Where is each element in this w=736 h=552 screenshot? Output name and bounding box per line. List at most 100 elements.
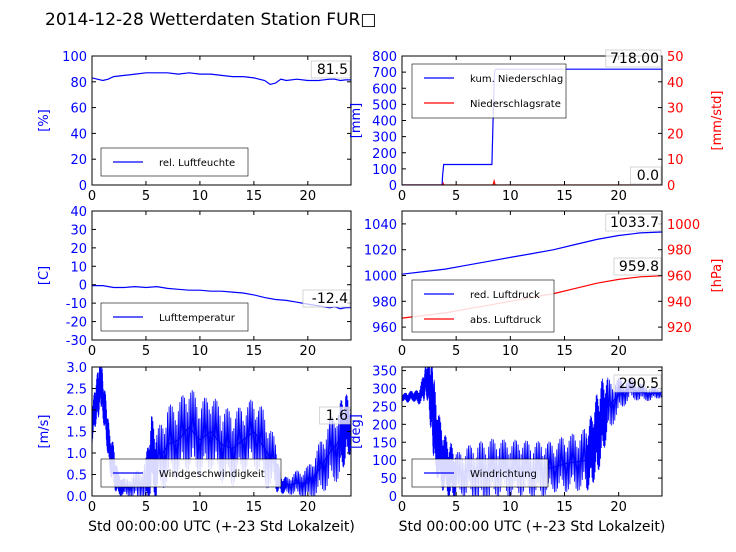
legend-entry: Windrichtung: [470, 469, 537, 480]
y-tick-label: 250: [372, 400, 397, 415]
y2-axis-label: [hPa]: [710, 259, 725, 293]
x-tick-label: 0: [88, 344, 96, 359]
y2-tick-label: 50: [667, 50, 684, 65]
legend-entry: Niederschlagsrate: [470, 99, 561, 110]
legend-entry: Lufttemperatur: [159, 313, 236, 324]
y2-tick-label: 40: [667, 76, 684, 91]
x-tick-label: 5: [142, 189, 150, 204]
x-tick-label: 0: [398, 189, 406, 204]
y-tick-label: 1020: [364, 244, 397, 259]
y-tick-label: 3.0: [66, 361, 87, 376]
chart-pressure: 0 5 10 15 20 960 980 1000 1020 1040 920 940 960 980 10…: [364, 210, 725, 359]
x-tick-label: 10: [502, 344, 519, 359]
y-tick-label: 300: [372, 131, 397, 146]
x-tick-label: 0: [88, 500, 96, 515]
y-tick-label: 40: [70, 127, 87, 142]
value-label-box: [613, 374, 662, 393]
y-axis-label: [%]: [37, 109, 52, 132]
y-tick-label: 20: [70, 242, 87, 257]
y2-tick-label: 940: [667, 295, 692, 310]
legend-entry: Windgeschwindigkeit: [159, 469, 265, 480]
y2-tick-label: 960: [667, 270, 692, 285]
y-tick-label: 40: [70, 205, 87, 220]
current-value-label: 959.8: [619, 259, 659, 275]
y-tick-label: 20: [70, 153, 87, 168]
y-tick-label: 150: [372, 436, 397, 451]
y2-tick-label: 30: [667, 102, 684, 117]
y-tick-label: 2.0: [66, 404, 87, 419]
legend-box: [411, 279, 555, 333]
y-tick-label: 300: [372, 383, 397, 398]
x-tick-label: 5: [452, 344, 460, 359]
plot-frame: [91, 55, 352, 186]
value-label-box: [302, 289, 351, 308]
x-axis-label: Std 00:00:00 UTC (+-23 Std Lokalzeit): [399, 519, 666, 535]
x-tick-label: 15: [556, 344, 573, 359]
y-tick-label: 0: [389, 490, 397, 505]
value-label-box: [630, 166, 662, 185]
value-label-box: [319, 406, 351, 425]
chart-humidity: 0 5 10 15 20 0 20 40 60 80 100 [%] rel. Luftfeuchte 8…: [37, 50, 352, 204]
series-line-Niederschlagsrate: [402, 178, 662, 185]
plot-frame: [91, 210, 352, 341]
current-value-label: 0.0: [637, 168, 659, 184]
y-tick-label: 350: [372, 365, 397, 380]
x-tick-label: 15: [246, 344, 263, 359]
x-tick-label: 20: [610, 344, 627, 359]
x-tick-label: 5: [452, 500, 460, 515]
x-tick-label: 0: [88, 189, 96, 204]
x-tick-label: 5: [452, 189, 460, 204]
chart-windspeed: 0 5 10 15 20 0.0 0.5 1.0 1.5 2.0 2.5 3.0 [m/s] Std 00…: [37, 361, 355, 535]
legend-entry: rel. Luftfeuchte: [159, 158, 235, 169]
y-tick-label: 2.5: [66, 383, 87, 398]
value-label-box: [605, 213, 662, 232]
figure-title: 2014-12-28 Wetterdaten Station FUR□: [45, 10, 377, 30]
current-value-label: -12.4: [312, 291, 348, 307]
x-tick-label: 20: [610, 500, 627, 515]
current-value-label: 1.6: [326, 408, 348, 424]
y-tick-label: 600: [372, 82, 397, 97]
value-label-box: [613, 257, 662, 276]
y-tick-label: 0: [79, 179, 87, 194]
x-tick-label: 0: [398, 344, 406, 359]
y-tick-label: 800: [372, 50, 397, 65]
series-line-red. Luftdruck: [402, 231, 662, 275]
x-tick-label: 5: [142, 344, 150, 359]
y-axis-label: [m/s]: [37, 415, 52, 449]
current-value-label: 81.5: [317, 62, 348, 78]
y-tick-label: 200: [372, 418, 397, 433]
y-tick-label: 0: [389, 179, 397, 194]
y-tick-label: 0.0: [66, 490, 87, 505]
y2-tick-label: 980: [667, 244, 692, 259]
x-tick-label: 10: [502, 189, 519, 204]
current-value-label: 1033.7: [610, 215, 659, 231]
x-tick-label: 10: [502, 500, 519, 515]
y-tick-label: 10: [70, 260, 87, 275]
y-tick-label: 1040: [364, 218, 397, 233]
y-tick-label: 400: [372, 115, 397, 130]
y-tick-label: 0: [79, 279, 87, 294]
y-tick-label: 1.0: [66, 447, 87, 462]
series-line-Windgeschwindigkeit: [92, 377, 351, 489]
y-tick-label: 980: [372, 295, 397, 310]
y-tick-label: 100: [372, 163, 397, 178]
chart-precipitation: 0 5 10 15 2001002003004005006007008000102030…: [349, 49, 725, 204]
y-tick-label: 30: [70, 223, 87, 238]
x-tick-label: 20: [300, 189, 317, 204]
y-tick-label: -30: [66, 334, 87, 349]
y-tick-label: 700: [372, 66, 397, 81]
y-axis-label: [deg]: [349, 414, 364, 449]
x-tick-label: 10: [192, 189, 209, 204]
series-line-rel. Luftfeuchte: [92, 72, 351, 86]
x-tick-label: 10: [192, 344, 209, 359]
y-tick-label: 60: [70, 102, 87, 117]
y2-tick-label: 1000: [667, 218, 700, 233]
x-tick-label: 15: [246, 189, 263, 204]
y-tick-label: 200: [372, 147, 397, 162]
x-tick-label: 15: [556, 189, 573, 204]
x-tick-label: 20: [610, 189, 627, 204]
chart-temperature: 0 5 10 15 20 -30 -20 -10 0 10 20 30 40 [C] Lufttempera…: [37, 205, 352, 359]
y2-tick-label: 0: [667, 179, 675, 194]
